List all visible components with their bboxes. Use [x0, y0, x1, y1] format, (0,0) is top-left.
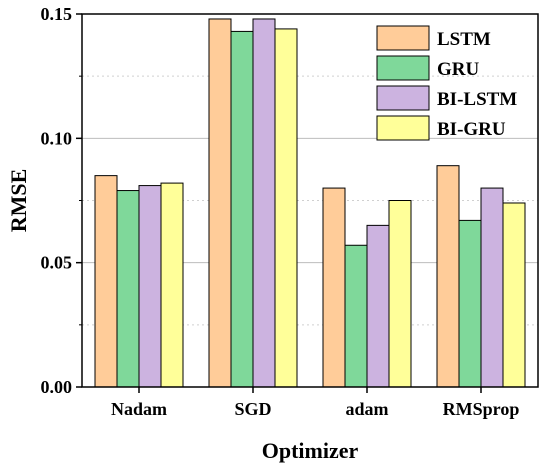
- bar-lstm-adam: [322, 187, 346, 388]
- bar-bi-gru-nadam: [160, 182, 184, 388]
- legend-label-bi-lstm: BI-LSTM: [437, 89, 517, 110]
- bar-bi-lstm-adam: [366, 224, 390, 388]
- x-tick-label: SGD: [234, 399, 271, 419]
- bar-bi-gru-sgd: [274, 28, 298, 388]
- legend-label-lstm: LSTM: [437, 29, 491, 50]
- bar-bi-gru-adam: [388, 200, 412, 388]
- bar-bi-gru-rmsprop: [502, 202, 526, 388]
- legend-swatch-lstm: [376, 25, 430, 51]
- bar-lstm-rmsprop: [436, 165, 460, 388]
- legend-swatch-gru: [376, 55, 430, 81]
- bar-gru-nadam: [116, 190, 140, 388]
- legend-swatch-bi-lstm: [376, 85, 430, 111]
- x-tick-label: RMSprop: [443, 399, 520, 419]
- tick-labels: Nadam SGD adam RMSprop 0.00 0.05 0.10 0.15: [41, 4, 520, 419]
- bar-bi-lstm-rmsprop: [480, 187, 504, 388]
- y-tick-label: 0.15: [41, 4, 73, 24]
- legend: LSTM GRU BI-LSTM BI-GRU: [376, 25, 517, 141]
- x-axis-title: Optimizer: [262, 438, 359, 463]
- bar-lstm-nadam: [94, 175, 118, 388]
- axes: [76, 13, 539, 393]
- bar-bi-lstm-sgd: [252, 18, 276, 388]
- y-tick-label: 0.10: [41, 128, 73, 148]
- bar-gru-adam: [344, 244, 368, 388]
- bar-bi-lstm-nadam: [138, 185, 162, 388]
- bar-lstm-sgd: [208, 18, 232, 388]
- legend-label-gru: GRU: [437, 59, 480, 80]
- bar-gru-sgd: [230, 30, 254, 388]
- legend-label-bi-gru: BI-GRU: [437, 119, 506, 140]
- y-tick-label: 0.00: [41, 377, 73, 397]
- y-axis-title: RMSE: [6, 169, 31, 233]
- bar-gru-rmsprop: [458, 219, 482, 388]
- y-tick-label: 0.05: [41, 253, 73, 273]
- x-tick-label: adam: [345, 399, 388, 419]
- legend-swatch-bi-gru: [376, 115, 430, 141]
- x-tick-label: Nadam: [111, 399, 167, 419]
- bars: [94, 18, 526, 388]
